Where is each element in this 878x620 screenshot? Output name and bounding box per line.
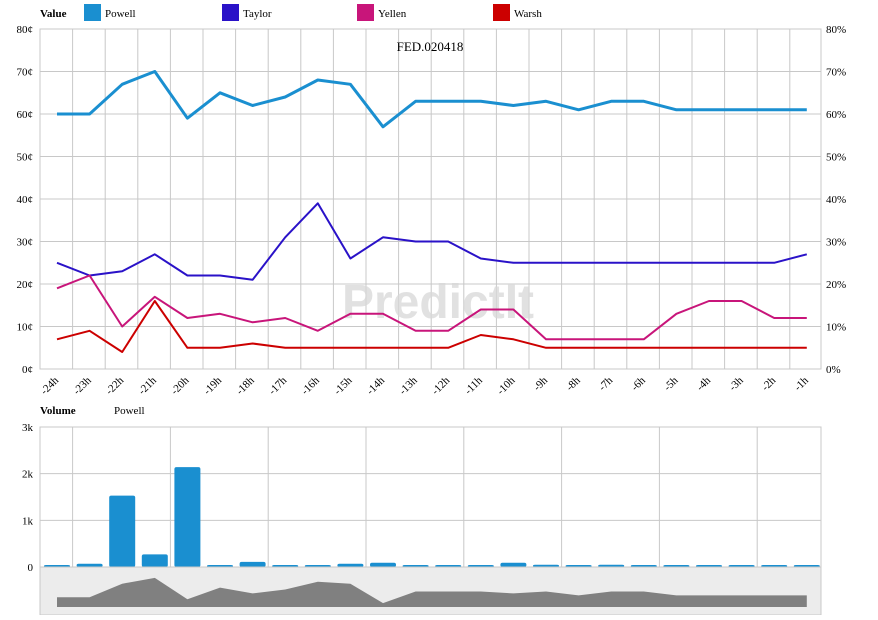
- y-left-tick-label: 0¢: [22, 364, 33, 376]
- legend-swatch-powell[interactable]: [84, 4, 101, 21]
- y-right-tick-label: 50%: [826, 152, 846, 164]
- legend-swatch-yellen[interactable]: [357, 4, 374, 21]
- y-right-tick-label: 60%: [826, 109, 846, 121]
- x-tick-label: -1h: [792, 374, 811, 393]
- y-right-tick-label: 70%: [826, 67, 846, 79]
- x-tick-label: -20h: [169, 374, 192, 397]
- x-tick-label: -17h: [267, 374, 290, 397]
- y-left-tick-label: 20¢: [17, 279, 34, 291]
- x-tick-label: -5h: [662, 374, 681, 393]
- series-line-taylor[interactable]: [56, 202, 808, 281]
- y-left-tick-label: 40¢: [17, 194, 34, 206]
- x-tick-label: -7h: [596, 374, 615, 393]
- y-left-tick-label: 30¢: [17, 237, 34, 249]
- volume-bar[interactable]: [109, 495, 136, 567]
- series-line-warsh[interactable]: [56, 300, 807, 353]
- x-tick-label: -18h: [234, 374, 257, 397]
- x-tick-label: -15h: [332, 374, 355, 397]
- chart-title: FED.020418: [397, 39, 464, 54]
- volume-y-tick-label: 2k: [22, 469, 34, 481]
- x-tick-label: -22h: [104, 374, 127, 397]
- volume-bar[interactable]: [239, 561, 266, 567]
- y-right-tick-label: 20%: [826, 279, 846, 291]
- x-tick-label: -21h: [136, 374, 159, 397]
- x-tick-label: -24h: [38, 374, 61, 397]
- legend-label-taylor: Taylor: [243, 8, 272, 20]
- volume-plot-frame: [39, 426, 822, 568]
- x-tick-label: -6h: [629, 374, 648, 393]
- volume-bar[interactable]: [141, 554, 168, 567]
- volume-y-tick-label: 0: [28, 562, 34, 574]
- y-left-tick-label: 50¢: [17, 152, 34, 164]
- y-left-tick-label: 70¢: [17, 67, 34, 79]
- x-tick-label: -13h: [397, 374, 420, 397]
- x-tick-label: -16h: [299, 374, 322, 397]
- legend-label-powell: Powell: [105, 8, 136, 20]
- x-tick-label: -4h: [694, 374, 713, 393]
- value-legend-title: Value: [40, 8, 67, 20]
- legend-swatch-warsh[interactable]: [493, 4, 510, 21]
- y-right-tick-label: 80%: [826, 24, 846, 36]
- y-right-tick-label: 30%: [826, 237, 846, 249]
- x-tick-label: -8h: [564, 374, 583, 393]
- volume-bar[interactable]: [500, 562, 527, 567]
- x-tick-label: -23h: [71, 374, 94, 397]
- x-tick-label: -3h: [727, 374, 746, 393]
- volume-y-tick-label: 1k: [22, 515, 34, 527]
- volume-bar[interactable]: [76, 563, 103, 567]
- volume-legend-title: Volume: [40, 405, 76, 417]
- volume-bar[interactable]: [370, 562, 396, 567]
- x-tick-label: -12h: [430, 374, 453, 397]
- y-right-tick-label: 40%: [826, 194, 846, 206]
- x-tick-label: -14h: [364, 374, 387, 397]
- volume-bar[interactable]: [598, 564, 625, 567]
- volume-y-tick-label: 3k: [22, 422, 34, 434]
- navigator-area[interactable]: [57, 577, 807, 607]
- x-tick-label: -19h: [201, 374, 224, 397]
- watermark-logo: PredictIt: [342, 276, 534, 329]
- y-left-tick-label: 60¢: [17, 109, 34, 121]
- volume-bar[interactable]: [533, 564, 559, 567]
- legend-swatch-taylor[interactable]: [222, 4, 239, 21]
- y-right-tick-label: 0%: [826, 364, 841, 376]
- y-left-tick-label: 10¢: [17, 322, 34, 334]
- y-right-tick-label: 10%: [826, 322, 846, 334]
- legend-label-yellen: Yellen: [378, 8, 407, 20]
- volume-bar[interactable]: [174, 467, 201, 567]
- x-tick-label: -11h: [462, 374, 485, 397]
- x-tick-label: -9h: [531, 374, 550, 393]
- x-tick-label: -10h: [495, 374, 518, 397]
- x-tick-label: -2h: [759, 374, 778, 393]
- legend-label-warsh: Warsh: [514, 8, 542, 20]
- volume-bar[interactable]: [337, 563, 364, 567]
- volume-legend-label: Powell: [114, 405, 145, 417]
- y-left-tick-label: 80¢: [17, 24, 34, 36]
- series-line-powell[interactable]: [57, 70, 807, 129]
- series-line-yellen[interactable]: [56, 274, 807, 341]
